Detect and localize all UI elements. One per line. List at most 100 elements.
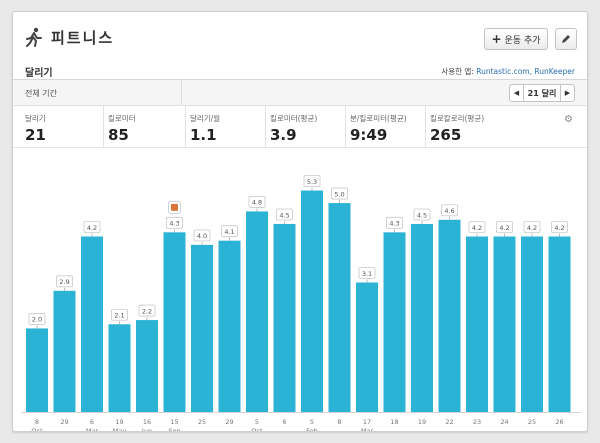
value-label: 4.0 [197,232,207,240]
x-tick-label: 29 [225,418,233,426]
x-tick-label: 19 [115,418,123,426]
stat-runs-per-month: 달리기/월 1.1 [185,106,265,148]
bar[interactable] [136,320,158,412]
bar[interactable] [218,240,241,412]
source-label: 사용한 앱: [441,67,474,76]
value-label-box [56,275,73,288]
bar[interactable] [163,232,186,412]
value-label: 4.2 [554,224,564,232]
distance-bar-chart: 2.08Oct2.9294.26Mar2.119May2.216Jun4.315… [21,175,581,432]
stat-avg-calories: 킬로칼로리(평균) 265 [425,106,565,148]
x-tick-label: 26 [555,418,563,426]
x-month-label: Oct [251,427,263,432]
value-label-box [358,267,376,279]
stats-row: 달리기 21 킬로미터 85 달리기/월 1.1 킬로미터(평균) 3.9 분/… [13,106,587,148]
x-tick-label: 22 [445,418,453,426]
value-label: 4.2 [87,224,97,232]
value-label: 4.3 [169,220,179,228]
bar[interactable] [53,290,76,412]
x-tick-label: 19 [418,418,426,426]
bar[interactable] [108,324,131,412]
edit-button[interactable] [555,28,577,50]
value-label: 2.0 [32,316,42,324]
pager-value: 21 달리 [527,88,557,98]
x-tick-label: 23 [473,418,481,426]
value-label: 4.2 [527,224,537,232]
value-label-box [276,208,293,221]
bar[interactable] [26,328,48,412]
bar[interactable] [466,236,488,413]
period-filter[interactable]: 전체 기간 [25,89,57,98]
bar[interactable] [246,211,268,412]
value-label: 2.9 [59,278,69,286]
bar[interactable] [383,232,406,412]
x-month-label: Jun [141,427,152,432]
x-tick-label: 6 [90,418,94,426]
x-tick-label: 18 [390,418,398,426]
bar[interactable] [301,190,323,412]
value-label-box [138,304,156,317]
page-title: 피트니스 [51,29,115,47]
bar[interactable] [273,223,296,412]
next-arrow-icon[interactable]: ▶ [560,85,574,101]
value-label-box [413,208,431,221]
stat-avg-kilometers: 킬로미터(평균) 3.9 [265,106,345,148]
bar[interactable] [191,244,213,412]
fitness-card: 피트니스 + 운동 추가 달리기 사용한 앱: Runtastic.com, R… [12,11,588,432]
source-apps: 사용한 앱: Runtastic.com, RunKeeper [441,66,575,77]
prev-arrow-icon[interactable]: ◀ [510,85,524,101]
stat-avg-pace: 분/킬로미터(평균) 9:49 [345,106,425,148]
stat-label: 킬로칼로리(평균) [430,114,485,123]
value-label-box [386,216,403,229]
value-label: 3.1 [362,270,372,278]
pencil-icon [562,35,570,43]
bar[interactable] [328,203,351,412]
stat-value: 265 [430,126,462,144]
x-tick-label: 8 [35,418,39,426]
bar[interactable] [438,219,461,412]
stat-value: 9:49 [350,126,388,144]
x-tick-label: 29 [60,418,68,426]
value-label: 4.1 [224,228,234,236]
value-label: 4.5 [279,211,289,219]
stat-label: 킬로미터(평균) [270,114,318,123]
value-label: 4.6 [444,207,454,215]
value-label-box [496,221,513,233]
add-workout-button[interactable]: + 운동 추가 [484,28,548,50]
value-label: 2.2 [142,307,152,315]
bar[interactable] [411,223,433,412]
x-tick-label: 6 [282,418,286,426]
stat-label: 달리기/월 [190,114,221,123]
x-tick-label: 25 [528,418,536,426]
bar[interactable] [356,282,378,412]
value-label-box [83,221,101,233]
card-header: 피트니스 + 운동 추가 [13,12,587,60]
medal-icon [171,203,178,211]
value-label: 4.8 [252,199,262,207]
bar[interactable] [521,236,543,413]
stat-value: 3.9 [270,126,297,144]
stat-kilometers: 킬로미터 85 [103,106,185,148]
gear-icon[interactable]: ⚙ [564,114,573,125]
x-month-label: Sep [168,427,180,432]
runner-icon [26,27,42,47]
source-apps-links[interactable]: Runtastic.com, RunKeeper [476,67,575,76]
x-month-label: May [113,427,127,432]
value-label-box [111,308,128,321]
x-month-label: Mar [361,427,374,432]
stat-value: 21 [25,126,46,144]
period-divider [181,80,182,106]
value-label: 5.3 [307,178,317,186]
value-label: 4.2 [499,224,509,232]
value-label-box [331,187,348,200]
stat-value: 85 [108,126,129,144]
bar[interactable] [493,236,516,413]
subtabs-bar: 달리기 사용한 앱: Runtastic.com, RunKeeper [13,60,587,84]
value-label-box [193,229,211,242]
bar[interactable] [548,236,571,413]
value-label: 4.5 [417,211,427,219]
bar[interactable] [81,236,103,413]
stat-runs: 달리기 21 [21,106,103,148]
add-workout-label: 운동 추가 [504,35,541,46]
value-label-box [166,216,183,229]
